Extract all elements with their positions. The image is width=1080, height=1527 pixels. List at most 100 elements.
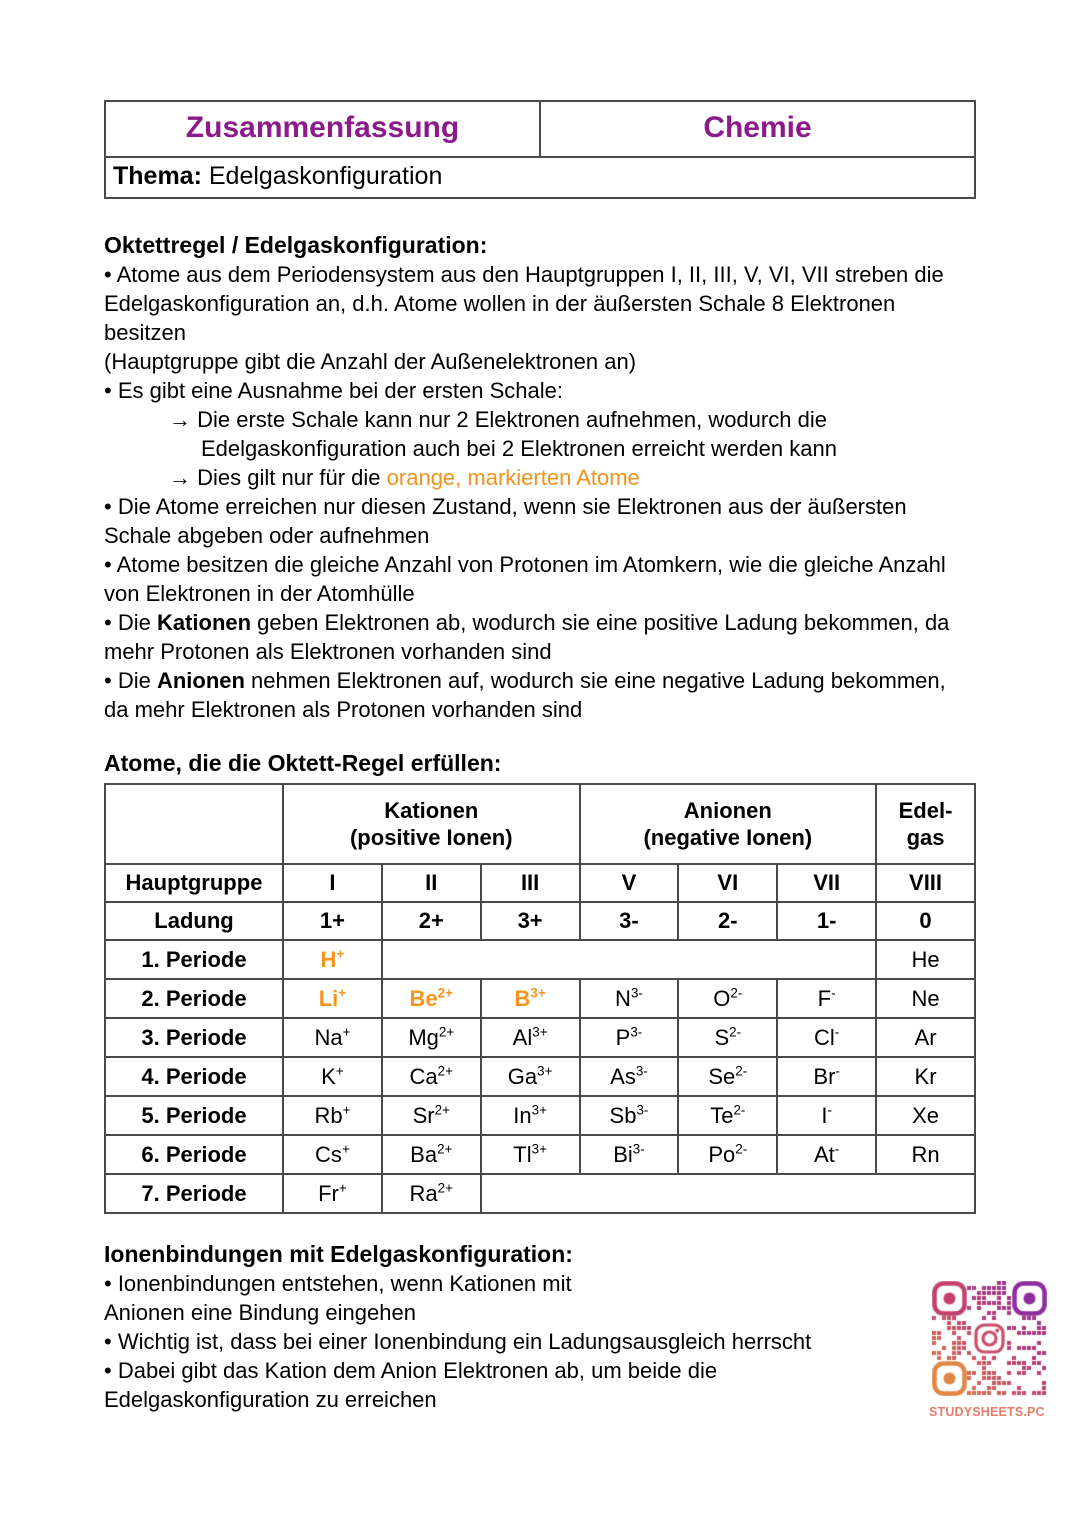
arrow-note: → Die erste Schale kann nur 2 Elektronen… [169,407,837,461]
header-cell: 3- [578,901,680,941]
instagram-qr-code [931,1281,1047,1396]
header-cell: VI [677,863,779,903]
section-heading-oktettregel: Oktettregel / Edelgaskonfiguration: [104,232,488,258]
bullet-paragraph: • Atome aus dem Periodensystem aus den H… [104,262,944,345]
header-cell: VIII [875,863,976,903]
ion-cell: H+ [282,939,383,980]
bullet-paragraph: • Wichtig ist, dass bei einer Ionenbindu… [104,1329,812,1354]
qr-block: STUDYSHEETS.PC [929,1281,1049,1419]
ion-cell: He [875,939,976,980]
arrow-note: → Dies gilt nur für die orange, markiert… [169,465,640,490]
ion-cell: Fr+ [282,1173,383,1214]
ion-cell: Cl- [776,1017,878,1058]
ion-cell: O2- [677,978,779,1019]
table-row: Hauptgruppe I II III V VI VII VIII [104,863,976,903]
row-label: 3. Periode [104,1017,284,1058]
header-title-row: Zusammenfassung Chemie [106,102,974,156]
ion-cell: Br- [776,1056,878,1097]
header-cell: III [479,863,581,903]
ion-cell: Rb+ [282,1095,383,1136]
table-row: Ladung 1+ 2+ 3+ 3- 2- 1- 0 [104,901,976,941]
row-label: 2. Periode [104,978,284,1019]
row-label: 5. Periode [104,1095,284,1136]
table-group-header [104,783,284,865]
header-cell: 1- [776,901,878,941]
table-row: 5. Periode Rb+ Sr2+ In3+ Sb3- Te2- I- Xe [104,1095,976,1136]
table-row: 7. Periode Fr+ Ra2+ [104,1173,977,1214]
ion-cell: Se2- [677,1056,779,1097]
ion-cell: Xe [875,1095,976,1136]
row-label: Hauptgruppe [104,863,284,903]
table-row: 3. Periode Na+ Mg2+ Al3+ P3- S2- Cl- Ar [104,1017,976,1058]
header-table: Zusammenfassung Chemie Thema: Edelgaskon… [104,100,976,199]
table-group-header-row: Kationen (positive Ionen) Anionen (negative… [104,783,976,865]
summary-title: Zusammenfassung [106,102,541,156]
table-row: 1. Periode H+ He [104,939,976,980]
bullet-paragraph: • Es gibt eine Ausnahme bei der ersten S… [104,378,563,403]
header-cell: II [380,863,482,903]
ion-cell: S2- [677,1017,779,1058]
section-ionenbindungen: • Ionenbindungen entstehen, wenn Katione… [104,1269,976,1414]
row-label: 7. Periode [104,1173,284,1214]
ion-cell: I- [776,1095,878,1136]
ion-cell [479,1173,977,1214]
ion-cell: Bi3- [578,1134,680,1175]
ion-cell: Ca2+ [380,1056,482,1097]
bullet-paragraph: • Atome besitzen die gleiche Anzahl von … [104,552,946,606]
ion-cell: Ar [875,1017,976,1058]
ion-cell: Ba2+ [380,1134,482,1175]
ion-cell: N3- [578,978,680,1019]
header-cell: 1+ [282,901,383,941]
ion-cell: As3- [578,1056,680,1097]
ion-cell: Cs+ [282,1134,383,1175]
ion-cell: Mg2+ [380,1017,482,1058]
table-group-header: Edel-gas [875,783,976,865]
header-cell: V [578,863,680,903]
ion-cell: Rn [875,1134,976,1175]
bullet-paragraph: • Ionenbindungen entstehen, wenn Katione… [104,1271,572,1325]
ion-cell: Na+ [282,1017,383,1058]
row-label: Ladung [104,901,284,941]
thema-value: Edelgaskonfiguration [208,162,443,190]
ion-cell: At- [776,1134,878,1175]
table-title: Atome, die die Oktett-Regel erfüllen: [104,750,502,776]
ion-cell: Tl3+ [479,1134,581,1175]
ion-cell: Sb3- [578,1095,680,1136]
section-oktettregel: • Atome aus dem Periodensystem aus den H… [104,260,976,724]
octet-rule-table: Kationen (positive Ionen) Anionen (negative… [104,783,977,1214]
ion-cell: F- [776,978,878,1019]
bullet-paragraph: • Die Atome erreichen nur diesen Zustand… [104,494,907,548]
ion-cell: K+ [282,1056,383,1097]
ion-cell: In3+ [479,1095,581,1136]
ion-cell: Be2+ [380,978,482,1019]
row-label: 6. Periode [104,1134,284,1175]
ion-cell: Ne [875,978,976,1019]
header-cell: 0 [875,901,976,941]
thema-label: Thema: [113,162,202,190]
subject-title: Chemie [703,111,812,144]
table-group-header: Kationen (positive Ionen) [282,783,581,865]
row-label: 4. Periode [104,1056,284,1097]
table-row: 6. Periode Cs+ Ba2+ Tl3+ Bi3- Po2- At- Rn [104,1134,976,1175]
ion-cell: Te2- [677,1095,779,1136]
header-cell: 2- [677,901,779,941]
ion-cell: P3- [578,1017,680,1058]
bullet-paragraph: • Die Anionen nehmen Elektronen auf, wod… [104,668,946,722]
header-cell: I [282,863,383,903]
ion-cell [380,939,878,980]
bullet-paragraph: (Hauptgruppe gibt die Anzahl der Außenel… [104,349,637,374]
header-cell: 2+ [380,901,482,941]
bullet-paragraph: • Die Kationen geben Elektronen ab, wodu… [104,610,950,664]
page-content: Zusammenfassung Chemie Thema: Edelgaskon… [104,100,977,1414]
thema-row: Thema: Edelgaskonfiguration [106,156,974,197]
ion-cell: B3+ [479,978,581,1019]
table-group-header: Anionen (negative Ionen) [578,783,878,865]
table-row: 2. Periode Li+ Be2+ B3+ N3- O2- F- Ne [104,978,976,1019]
studysheets-handle: STUDYSHEETS.PC [929,1404,1045,1419]
section-heading-ionenbindungen: Ionenbindungen mit Edelgaskonfiguration: [104,1241,573,1267]
ion-cell: Sr2+ [380,1095,482,1136]
header-cell: VII [776,863,878,903]
ion-cell: Ga3+ [479,1056,581,1097]
bullet-paragraph: • Dabei gibt das Kation dem Anion Elektr… [104,1358,718,1412]
